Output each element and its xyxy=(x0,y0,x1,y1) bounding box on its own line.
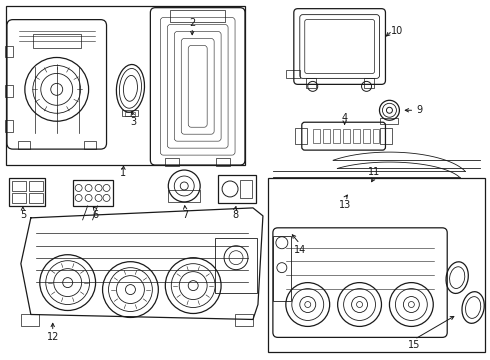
Bar xyxy=(6,6,245,165)
Bar xyxy=(372,129,379,143)
Text: 2: 2 xyxy=(189,18,196,28)
Text: 11: 11 xyxy=(368,167,381,177)
Text: 14: 14 xyxy=(294,245,306,255)
Bar xyxy=(306,78,316,88)
Bar xyxy=(353,129,360,143)
Bar xyxy=(363,129,369,143)
Text: 12: 12 xyxy=(47,332,59,342)
Bar xyxy=(364,78,373,88)
Text: 7: 7 xyxy=(182,210,188,220)
Bar xyxy=(18,141,30,149)
Bar xyxy=(323,129,330,143)
Bar xyxy=(5,120,13,132)
Bar xyxy=(295,128,307,144)
Text: 10: 10 xyxy=(392,26,404,36)
Bar xyxy=(165,158,179,166)
Bar xyxy=(235,315,253,327)
Text: 3: 3 xyxy=(130,117,137,127)
Text: 8: 8 xyxy=(232,210,238,220)
Bar xyxy=(122,110,138,116)
Bar xyxy=(5,45,13,58)
Bar xyxy=(380,128,392,144)
Bar xyxy=(380,118,398,124)
Bar xyxy=(313,129,319,143)
Bar xyxy=(286,71,300,78)
Bar xyxy=(9,178,45,206)
Bar xyxy=(218,175,256,203)
Bar xyxy=(273,236,291,301)
Bar xyxy=(268,178,485,352)
Bar xyxy=(33,33,81,48)
Bar xyxy=(12,181,26,191)
Text: 4: 4 xyxy=(342,113,348,123)
Text: 15: 15 xyxy=(408,340,420,350)
Text: 9: 9 xyxy=(416,105,422,115)
Bar xyxy=(29,193,43,203)
Bar xyxy=(343,129,349,143)
Bar xyxy=(333,129,340,143)
Bar xyxy=(73,180,113,206)
Bar xyxy=(12,193,26,203)
Text: 6: 6 xyxy=(93,210,98,220)
Bar xyxy=(5,85,13,97)
Bar xyxy=(215,238,257,293)
Bar xyxy=(171,10,225,22)
Text: 5: 5 xyxy=(20,210,26,220)
Bar xyxy=(216,158,230,166)
Text: 1: 1 xyxy=(121,168,126,178)
Bar xyxy=(240,180,252,198)
Bar xyxy=(168,190,200,202)
Text: 13: 13 xyxy=(339,200,351,210)
Bar xyxy=(29,181,43,191)
Bar xyxy=(125,112,135,116)
Bar xyxy=(21,315,39,327)
Bar xyxy=(84,141,96,149)
